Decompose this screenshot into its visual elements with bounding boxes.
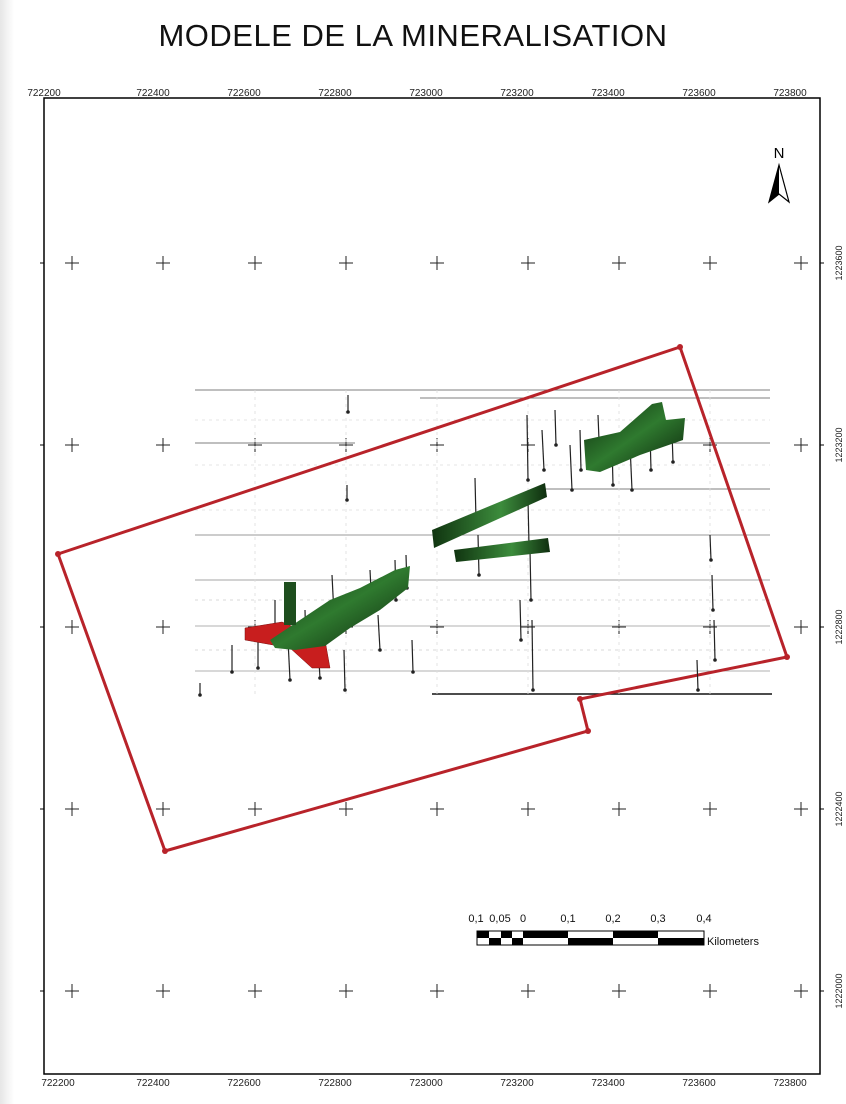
scale-label: 0,4 xyxy=(696,913,711,925)
x-tick-label: 723800 xyxy=(773,88,807,99)
boundary-vertices xyxy=(55,344,790,854)
drill-hole-end xyxy=(542,468,546,472)
drill-hole-end xyxy=(696,688,700,692)
page-edge-shadow xyxy=(0,0,14,1104)
map-frame xyxy=(43,97,821,1075)
x-tick-label: 723200 xyxy=(500,1078,534,1089)
scale-label: 0 xyxy=(520,913,526,925)
orebody-green-central xyxy=(432,483,547,548)
x-tick-label: 722800 xyxy=(318,1078,352,1089)
x-tick-label: 723600 xyxy=(682,88,716,99)
scale-units: Kilometers xyxy=(707,936,759,948)
map-title: MODELE DE LA MINERALISATION xyxy=(158,18,668,53)
drill-hole-trace xyxy=(526,414,529,481)
drill-hole-end xyxy=(649,468,653,472)
drill-hole-end xyxy=(318,676,322,680)
scale-label: 0,05 xyxy=(489,913,510,925)
scale-label: 0,3 xyxy=(650,913,665,925)
orebody-green-east xyxy=(584,402,685,472)
x-tick-label: 723800 xyxy=(773,1078,807,1089)
drill-hole-end xyxy=(671,460,675,464)
orebody-green-west xyxy=(270,566,410,650)
drill-hole-end xyxy=(343,688,347,692)
drill-hole-trace xyxy=(519,599,522,641)
drill-hole-trace xyxy=(554,409,557,446)
drill-hole-end xyxy=(288,678,292,682)
drill-hole-end xyxy=(554,443,558,447)
drill-hole-trace xyxy=(713,619,716,661)
y-tick-label: 1223200 xyxy=(834,427,844,462)
edge-ticks xyxy=(40,262,824,992)
x-tick-label: 722400 xyxy=(136,88,170,99)
x-tick-label: 722200 xyxy=(27,88,61,99)
drill-hole-trace xyxy=(527,499,530,546)
x-tick-label: 722200 xyxy=(41,1078,75,1089)
drill-hole-end xyxy=(630,488,634,492)
scale-label: 0,2 xyxy=(605,913,620,925)
x-tick-label: 723000 xyxy=(409,1078,443,1089)
drill-hole-end xyxy=(713,658,717,662)
drill-hole-trace xyxy=(711,574,714,611)
drill-hole-end xyxy=(519,638,523,642)
x-axis-top: 722200 722400 722600 722800 723000 72320… xyxy=(27,88,807,99)
x-axis-bottom: 722200 722400 722600 722800 723000 72320… xyxy=(41,1078,807,1089)
north-arrow xyxy=(767,162,791,204)
drill-hole-end xyxy=(579,468,583,472)
north-label: N xyxy=(774,145,785,162)
grid-crosses xyxy=(65,256,808,998)
drill-hole-trace xyxy=(579,429,582,471)
scale-label: 0,1 xyxy=(560,913,575,925)
x-tick-label: 723000 xyxy=(409,88,443,99)
drill-hole-trace xyxy=(597,414,600,441)
drill-hole-end xyxy=(256,666,260,670)
drill-hole-trace xyxy=(531,619,534,691)
x-tick-label: 722800 xyxy=(318,88,352,99)
y-tick-label: 1222400 xyxy=(834,791,844,826)
drill-hole-end xyxy=(709,558,713,562)
drill-hole-trace xyxy=(377,614,381,651)
drill-hole-end xyxy=(531,688,535,692)
y-tick-label: 1222000 xyxy=(834,973,844,1008)
drill-hole-trace xyxy=(569,444,573,491)
drill-hole-trace xyxy=(709,534,712,561)
y-tick-label: 1223600 xyxy=(834,245,844,280)
x-tick-label: 723200 xyxy=(500,88,534,99)
x-tick-label: 723400 xyxy=(591,1078,625,1089)
drill-hole-trace xyxy=(541,429,545,471)
x-tick-label: 723400 xyxy=(591,88,625,99)
drill-hole-end xyxy=(198,693,202,697)
x-tick-label: 722400 xyxy=(136,1078,170,1089)
x-tick-label: 723600 xyxy=(682,1078,716,1089)
drill-hole-end xyxy=(345,498,349,502)
scale-label: 0,1 xyxy=(468,913,483,925)
drill-hole-end xyxy=(526,478,530,482)
orebody-green-central-lower xyxy=(454,538,550,562)
drill-hole-end xyxy=(230,670,234,674)
orebodies[interactable] xyxy=(244,402,685,669)
drill-hole-end xyxy=(711,608,715,612)
drill-hole-end xyxy=(529,598,533,602)
x-tick-label: 722600 xyxy=(227,88,261,99)
drill-hole-end xyxy=(411,670,415,674)
drill-hole-end xyxy=(611,483,615,487)
drill-hole-end xyxy=(378,648,382,652)
drill-hole-trace xyxy=(411,639,414,673)
drill-hole-end xyxy=(346,410,350,414)
y-tick-label: 1222800 xyxy=(834,609,844,644)
drill-hole-trace xyxy=(343,649,346,691)
drill-hole-end xyxy=(394,598,398,602)
drill-hole-end xyxy=(570,488,574,492)
y-axis-right: 1223600 1223200 1222800 1222400 1222000 xyxy=(834,245,844,1008)
drill-hole-end xyxy=(477,573,481,577)
scale-bar: 0,1 0,05 0 0,1 0,2 0,3 0,4 Kilometers xyxy=(468,913,759,948)
x-tick-label: 722600 xyxy=(227,1078,261,1089)
orebody-green-stub xyxy=(284,582,296,625)
drill-hole-trace xyxy=(529,549,532,601)
drill-hole-trace xyxy=(696,659,699,691)
